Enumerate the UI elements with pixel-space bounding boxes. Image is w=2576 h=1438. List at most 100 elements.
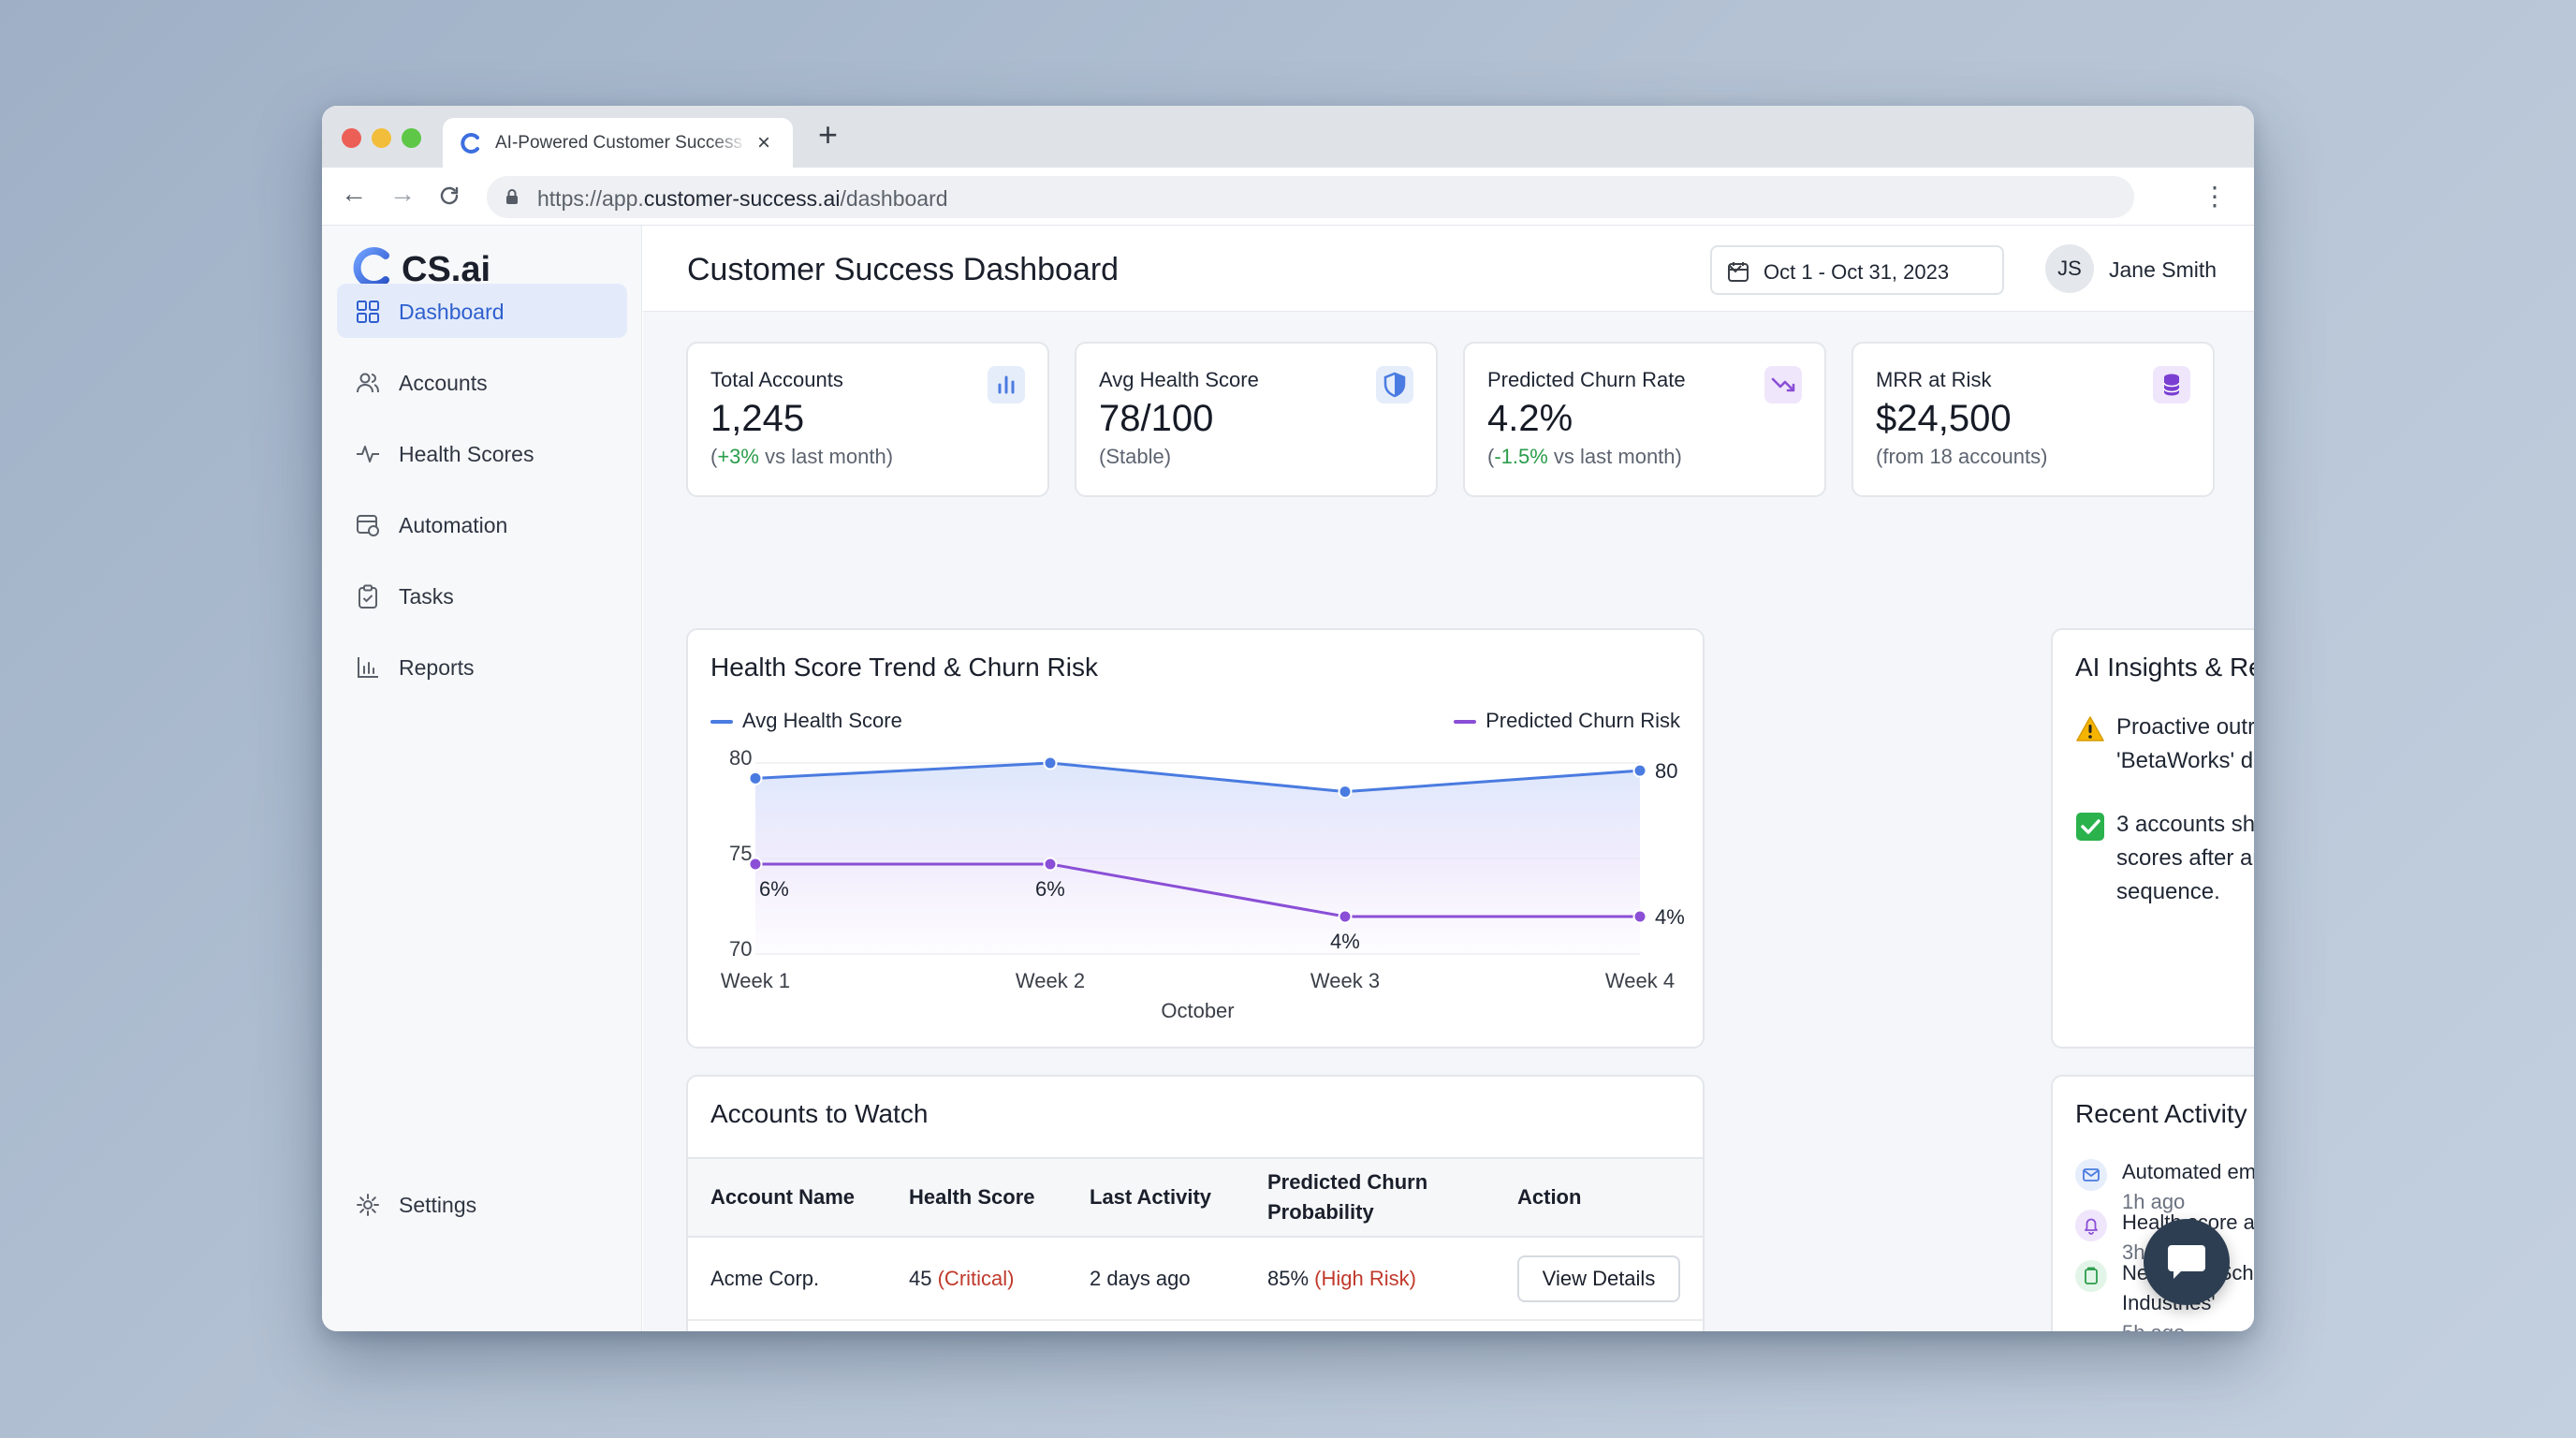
data-label-churn: 4% [1655, 905, 1685, 929]
data-point-health [1632, 763, 1647, 778]
x-tick-label: Week 1 [721, 969, 790, 992]
maximize-window-button[interactable] [402, 128, 421, 148]
date-range-picker[interactable]: Oct 1 - Oct 31, 2023 [1710, 245, 2004, 295]
legend-swatch [1454, 720, 1477, 725]
forward-icon[interactable]: → [389, 179, 416, 208]
legend-item-churn: Predicted Churn Risk [1454, 709, 1680, 733]
data-point-churn [1338, 909, 1353, 924]
sidebar-item-tasks[interactable]: Tasks [337, 568, 627, 623]
activity-text: Automated email sent to 'TechSolutions'1… [2122, 1160, 2254, 1213]
new-tab-button[interactable]: + [818, 115, 839, 154]
kpi-change: (+3% vs last month) [710, 445, 894, 468]
y-tick-label: 70 [729, 937, 752, 961]
kpi-change: (-1.5% vs last month) [1487, 445, 1682, 468]
cs-logo-icon [461, 133, 479, 154]
data-label-churn: 4% [1330, 930, 1360, 953]
kpi-value: $24,500 [1876, 398, 2012, 439]
data-point-churn [1043, 857, 1058, 872]
view-details-button[interactable]: View Details [1517, 1255, 1680, 1302]
kpi-change: (from 18 accounts) [1876, 445, 2048, 468]
user-name[interactable]: Jane Smith [2109, 257, 2217, 282]
ai-insights-card: AI Insights & Recommendations Proactive … [2051, 628, 2254, 1049]
last-activity: Today [1067, 1320, 1245, 1331]
mail-icon [2075, 1159, 2107, 1191]
sidebar-item-settings[interactable]: Settings [337, 1177, 627, 1231]
trend-down-icon [1764, 366, 1802, 404]
data-point-churn [1632, 909, 1647, 924]
data-point-health [1338, 785, 1353, 800]
x-axis-label: October [1161, 999, 1234, 1022]
kpi-label: Predicted Churn Rate [1487, 368, 1686, 391]
health-score: 62 (At Risk) [886, 1320, 1067, 1331]
line-chart: 80 75 70 80 6% 6% 4% 4% Week 1 Week 2 Week 3 Week 4… [721, 746, 1685, 1022]
address-bar[interactable]: https://app.customer-success.ai/dashboar… [487, 176, 2134, 218]
database-icon [2153, 366, 2190, 404]
accounts-table: Account Name Health Score Last Activity … [688, 1157, 1703, 1331]
table-row: Acme Corp. 45 (Critical) 2 days ago 85% … [688, 1237, 1703, 1321]
accounts-to-watch-card: Accounts to Watch Account Name Health Sc… [686, 1075, 1705, 1331]
back-icon[interactable]: ← [341, 179, 367, 208]
x-tick-label: Week 2 [1016, 969, 1085, 992]
action-cell: View Details [1495, 1237, 1703, 1321]
account-name: Acme Corp. [688, 1237, 886, 1321]
sidebar-item-dashboard[interactable]: Dashboard [337, 284, 627, 338]
avatar[interactable]: JS [2045, 244, 2094, 293]
column-header: Last Activity [1067, 1157, 1245, 1238]
data-point-churn [748, 857, 763, 872]
x-tick-label: Week 4 [1605, 969, 1675, 992]
sidebar-item-reports[interactable]: Reports [337, 639, 627, 694]
sidebar-item-automation[interactable]: Automation [337, 497, 627, 551]
browser-tab[interactable]: AI-Powered Customer Success Dashboard × [443, 118, 793, 168]
y-tick-label: 80 [729, 746, 752, 770]
browser-menu-icon[interactable]: ⋮ [2202, 182, 2228, 211]
grid-icon [357, 301, 379, 323]
sidebar: CS.ai Dashboard Accounts Health Scores Auto… [322, 226, 642, 1331]
check-icon [2076, 813, 2104, 841]
kpi-label: Total Accounts [710, 368, 843, 391]
watch-title: Accounts to Watch [710, 1099, 929, 1128]
kpi-card-total-accounts: Total Accounts 1,245 (+3% vs last month) [686, 342, 1049, 497]
task-icon [2075, 1260, 2107, 1292]
reload-icon[interactable] [438, 184, 461, 207]
sidebar-item-health-scores[interactable]: Health Scores [337, 426, 627, 480]
sidebar-item-accounts[interactable]: Accounts [337, 355, 627, 409]
tab-strip: AI-Powered Customer Success Dashboard × … [322, 106, 2254, 168]
sidebar-item-label: Tasks [399, 584, 454, 609]
minimize-window-button[interactable] [372, 128, 391, 148]
clipboard-icon [359, 584, 377, 609]
main-content: Customer Success Dashboard Oct 1 - Oct 3… [643, 226, 2254, 1331]
sidebar-item-label: Dashboard [399, 300, 505, 324]
data-point-health [1043, 756, 1058, 770]
series-line-churn [755, 862, 1640, 918]
x-tick-label: Week 3 [1310, 969, 1380, 992]
sidebar-item-label: Reports [399, 655, 475, 680]
bell-icon [2075, 1210, 2107, 1241]
shield-icon [1376, 366, 1413, 404]
sidebar-item-label: Settings [399, 1193, 477, 1217]
kpi-card-mrr-at-risk: MRR at Risk $24,500 (from 18 accounts) [1852, 342, 2215, 497]
date-range-label: Oct 1 - Oct 31, 2023 [1764, 260, 1950, 284]
chat-icon [2168, 1245, 2205, 1279]
legend-swatch [710, 720, 733, 725]
churn-probability: 85% (High Risk) [1245, 1237, 1495, 1321]
legend-item-health: Avg Health Score [710, 709, 902, 733]
kpi-value: 78/100 [1099, 398, 1214, 439]
column-header: Health Score [886, 1157, 1067, 1238]
column-header: Action [1495, 1157, 1703, 1238]
bar-chart-icon [358, 657, 378, 678]
close-tab-icon[interactable]: × [757, 130, 771, 155]
url-text: https://app.customer-success.ai/dashboar… [537, 186, 948, 211]
bar-chart-icon [988, 366, 1025, 404]
data-label-churn: 6% [1035, 877, 1065, 901]
column-header: Predicted Churn Probability [1245, 1157, 1495, 1238]
tab-title: AI-Powered Customer Success Dashboard [495, 133, 748, 153]
activity-title: Recent Activity [2075, 1099, 2247, 1128]
health-score: 45 (Critical) [886, 1237, 1067, 1321]
kpi-label: Avg Health Score [1099, 368, 1259, 391]
close-window-button[interactable] [342, 128, 361, 148]
brand-name: CS.ai [402, 250, 491, 289]
kpi-card-avg-health-score: Avg Health Score 78/100 (Stable) [1075, 342, 1438, 497]
automation-icon [357, 515, 379, 536]
chat-button[interactable] [2144, 1219, 2230, 1305]
sidebar-item-label: Accounts [399, 371, 488, 395]
